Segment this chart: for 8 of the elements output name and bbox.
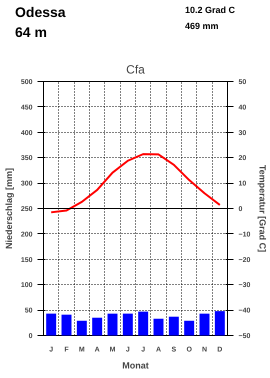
text: 64 m [15, 23, 47, 42]
text: Odessa [15, 3, 66, 22]
chart-title: Cfa [126, 62, 146, 76]
x-axis-title: Monat [122, 360, 149, 370]
y-axis-title: Niederschlag [mm] [4, 168, 14, 250]
text: 10.2 Grad C [185, 4, 236, 17]
y2-axis-title: Temperatur [Grad C] [257, 164, 268, 252]
text: 469 mm [185, 20, 219, 33]
